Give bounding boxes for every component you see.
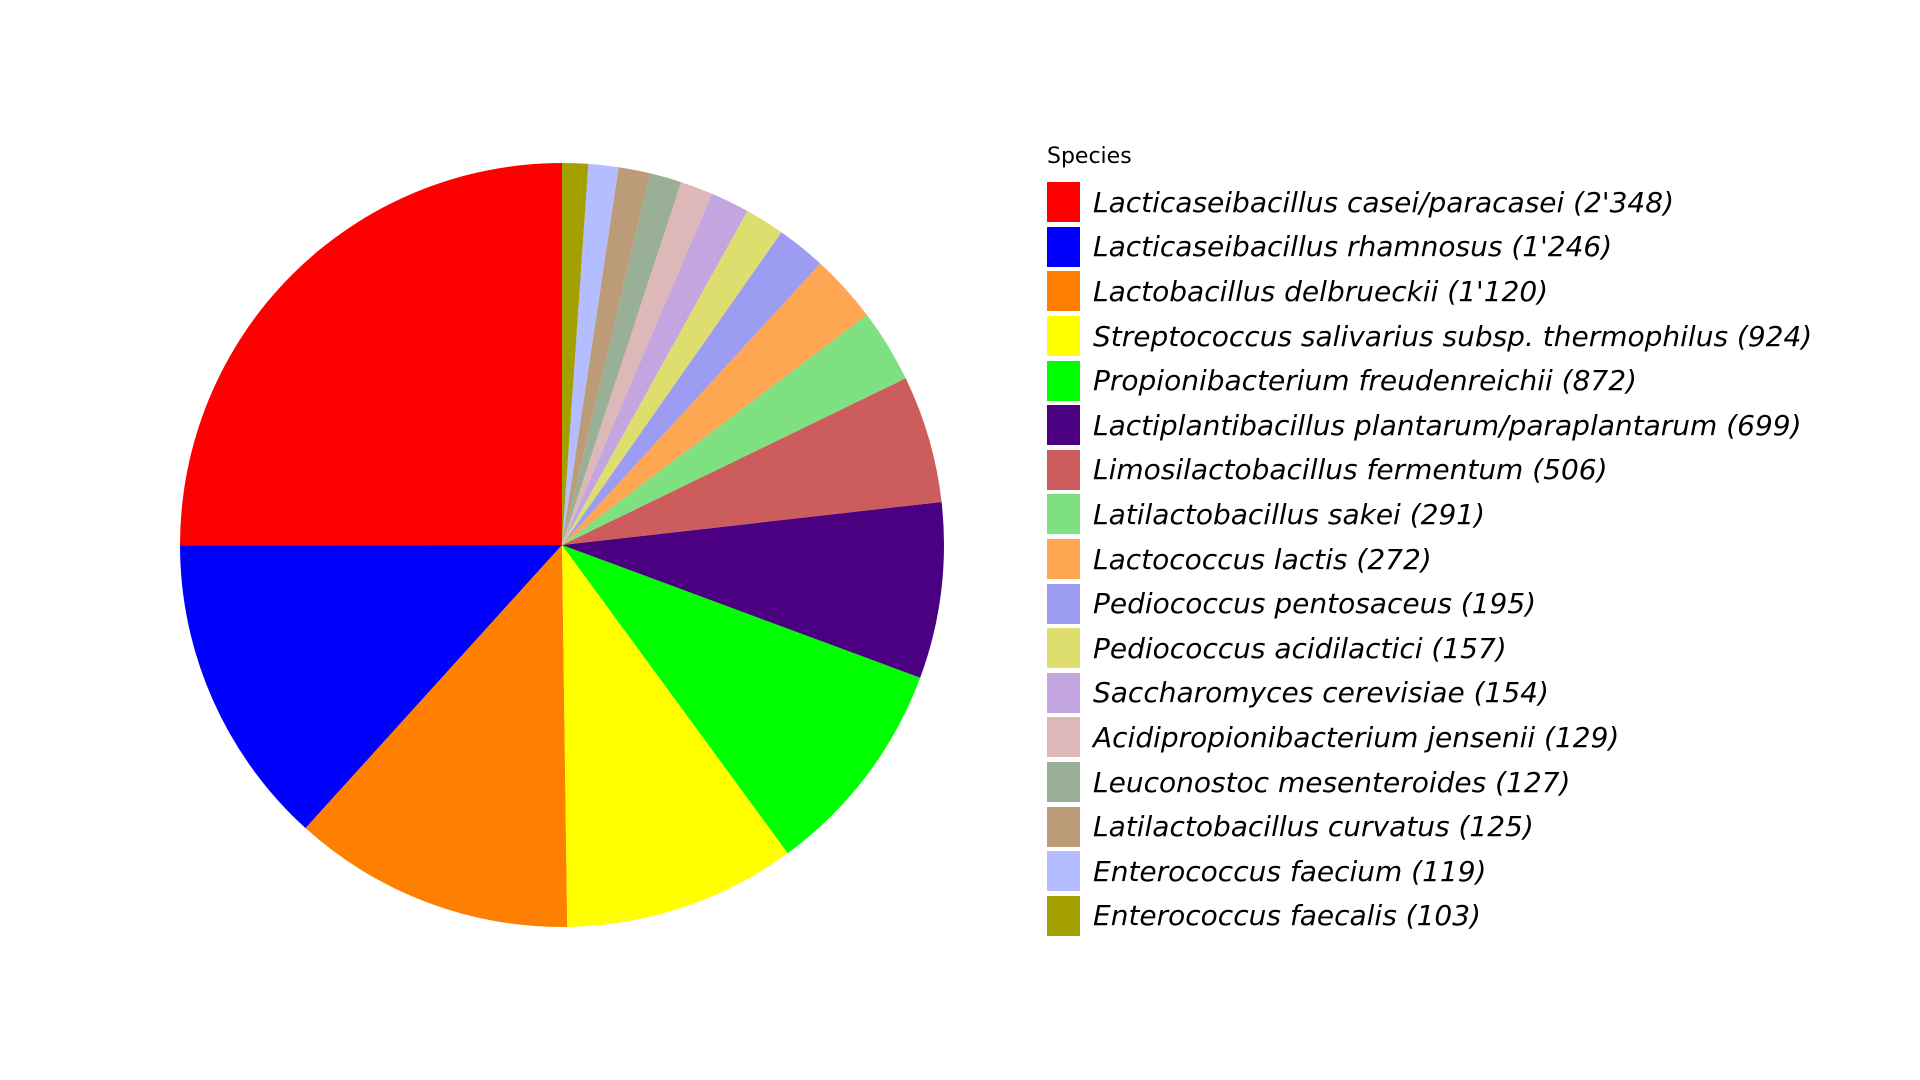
legend-item: Lactococcus lactis (272) — [1047, 537, 1812, 582]
legend-item: Limosilactobacillus fermentum (506) — [1047, 448, 1812, 493]
pie-slice — [562, 232, 821, 546]
legend-label: Pediococcus pentosaceus (195) — [1093, 587, 1537, 621]
legend-label: Acidipropionibacterium jensenii (129) — [1093, 720, 1620, 754]
legend-item: Enterococcus faecalis (103) — [1047, 894, 1812, 939]
legend-item: Lactobacillus delbrueckii (1'120) — [1047, 269, 1812, 314]
legend-label: Propionibacterium freudenreichii (872) — [1093, 364, 1637, 398]
pie-slice — [562, 211, 782, 545]
pie-slice — [562, 163, 619, 545]
legend-item: Lactiplantibacillus plantarum/paraplanta… — [1047, 403, 1812, 448]
legend-swatch — [1047, 226, 1080, 267]
legend-title: Species — [1047, 144, 1132, 169]
legend-label: Latilactobacillus sakei (291) — [1093, 497, 1486, 531]
chart-legend: Species Lacticaseibacillus casei/paracas… — [1047, 143, 1812, 938]
pie-slice — [562, 163, 589, 545]
legend-label: Streptococcus salivarius subsp. thermoph… — [1093, 319, 1813, 353]
legend-swatch — [1047, 539, 1080, 580]
legend-label: Leuconostoc mesenteroides (127) — [1093, 765, 1571, 799]
pie-slice — [305, 545, 568, 927]
pie-slice — [562, 501, 945, 678]
legend-swatch — [1047, 360, 1080, 401]
pie-slice — [562, 193, 748, 545]
legend-item: Pediococcus pentosaceus (195) — [1047, 581, 1812, 626]
legend-swatch — [1047, 806, 1080, 847]
legend-swatch — [1047, 762, 1080, 803]
legend-swatch — [1047, 449, 1080, 490]
legend-item: Pediococcus acidilactici (157) — [1047, 626, 1812, 671]
legend-label: Lacticaseibacillus rhamnosus (1'246) — [1093, 230, 1613, 264]
legend-swatch — [1047, 628, 1080, 669]
legend-item: Saccharomyces cerevisiae (154) — [1047, 671, 1812, 716]
pie-slice — [562, 263, 867, 545]
legend-label: Lactococcus lactis (272) — [1093, 542, 1432, 576]
legend-item: Lacticaseibacillus rhamnosus (1'246) — [1047, 225, 1812, 270]
legend-item: Propionibacterium freudenreichii (872) — [1047, 358, 1812, 403]
legend-swatch — [1047, 271, 1080, 312]
pie-slice — [562, 182, 713, 545]
legend-item: Latilactobacillus curvatus (125) — [1047, 804, 1812, 849]
legend-label: Pediococcus acidilactici (157) — [1093, 631, 1507, 665]
legend-label: Latilactobacillus curvatus (125) — [1093, 810, 1534, 844]
legend-swatch — [1047, 895, 1080, 936]
legend-label: Lactobacillus delbrueckii (1'120) — [1093, 274, 1549, 308]
legend-label: Lactiplantibacillus plantarum/paraplanta… — [1093, 408, 1802, 442]
legend-swatch — [1047, 672, 1080, 713]
pie-slice — [562, 378, 942, 545]
legend-swatch — [1047, 494, 1080, 535]
legend-item: Streptococcus salivarius subsp. thermoph… — [1047, 314, 1812, 359]
legend-swatch — [1047, 717, 1080, 758]
legend-item: Acidipropionibacterium jensenii (129) — [1047, 715, 1812, 760]
legend-label: Lacticaseibacillus casei/paracasei (2'34… — [1093, 185, 1674, 219]
pie-slice — [562, 173, 682, 545]
legend-swatch — [1047, 182, 1080, 223]
legend-item: Leuconostoc mesenteroides (127) — [1047, 760, 1812, 805]
pie-slice — [562, 167, 650, 545]
pie-slice — [562, 545, 788, 927]
pie-slice — [179, 163, 563, 546]
legend-label: Enterococcus faecalis (103) — [1093, 899, 1481, 933]
legend-swatch — [1047, 851, 1080, 892]
legend-item: Lacticaseibacillus casei/paracasei (2'34… — [1047, 180, 1812, 225]
legend-label: Enterococcus faecium (119) — [1093, 854, 1487, 888]
legend-label: Saccharomyces cerevisiae (154) — [1093, 676, 1549, 710]
legend-items: Lacticaseibacillus casei/paracasei (2'34… — [1047, 180, 1812, 938]
legend-swatch — [1047, 405, 1080, 446]
legend-swatch — [1047, 583, 1080, 624]
pie-slice — [562, 314, 906, 545]
legend-swatch — [1047, 316, 1080, 357]
pie-slice — [180, 545, 562, 829]
legend-label: Limosilactobacillus fermentum (506) — [1093, 453, 1608, 487]
legend-item: Latilactobacillus sakei (291) — [1047, 492, 1812, 537]
legend-item: Enterococcus faecium (119) — [1047, 849, 1812, 894]
pie-slice — [562, 545, 921, 854]
